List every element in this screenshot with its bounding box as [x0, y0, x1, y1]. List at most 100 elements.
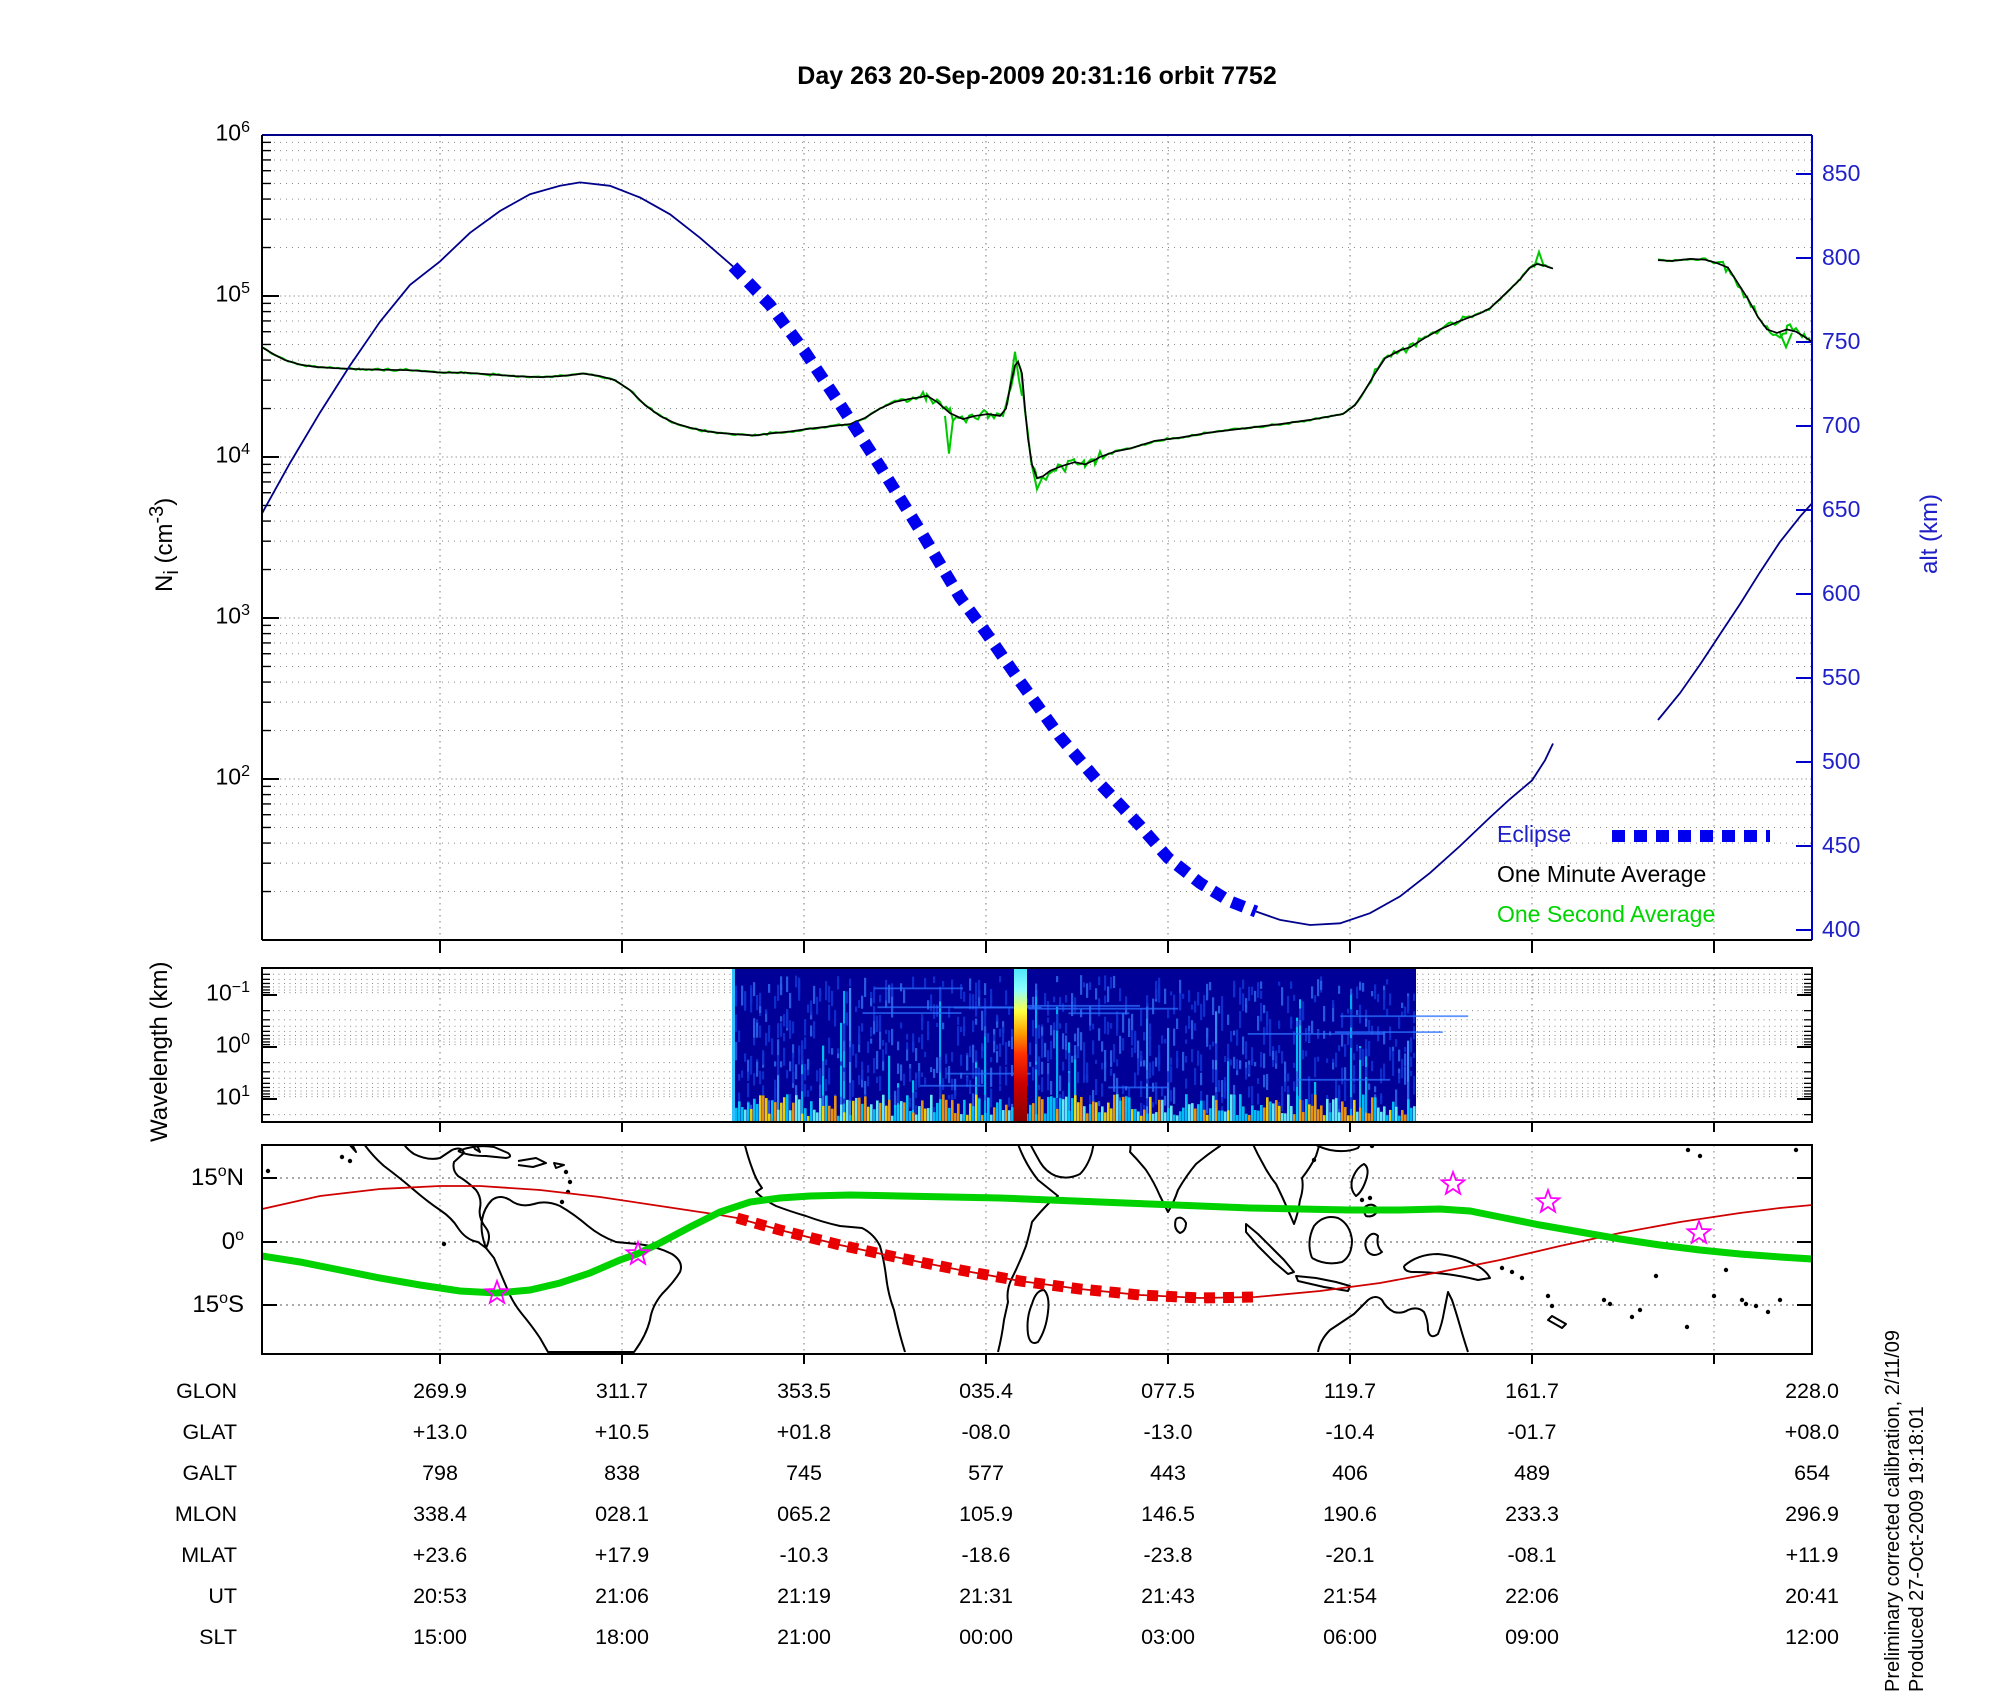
table-cell-slt-5: 06:00 [1323, 1625, 1377, 1649]
produced-annotation: Produced 27-Oct-2009 19:18:01 [1906, 1406, 1928, 1692]
table-cell-slt-6: 09:00 [1505, 1625, 1559, 1649]
map-lat-tick-15S: 15oS [192, 1290, 244, 1318]
table-cell-galt-2: 745 [786, 1461, 822, 1485]
legend-eclipse-label: Eclipse [1497, 821, 1572, 847]
table-cell-mlon-7: 296.9 [1785, 1502, 1839, 1526]
table-cell-ut-1: 21:06 [595, 1584, 649, 1608]
table-cell-glat-4: -13.0 [1143, 1420, 1193, 1444]
table-cell-mlat-6: -08.1 [1507, 1543, 1557, 1567]
table-cell-mlon-3: 105.9 [959, 1502, 1013, 1526]
table-cell-glon-7: 228.0 [1785, 1379, 1839, 1403]
table-cell-ut-4: 21:43 [1141, 1584, 1195, 1608]
table-cell-glon-0: 269.9 [413, 1379, 467, 1403]
table-cell-galt-3: 577 [968, 1461, 1004, 1485]
table-cell-ut-0: 20:53 [413, 1584, 467, 1608]
altitude-tick-400: 400 [1822, 916, 1861, 942]
calibration-annotation: Preliminary corrected calibration, 2/11/… [1882, 1329, 1904, 1692]
table-cell-mlat-4: -23.8 [1143, 1543, 1193, 1567]
figure-title: Day 263 20-Sep-2009 20:31:16 orbit 7752 [797, 62, 1277, 90]
density-axis-label-close: ) [151, 497, 178, 506]
wavelength-tick-10e-1: 10−1 [206, 979, 250, 1006]
table-row-label-glat: GLAT [182, 1420, 237, 1444]
table-cell-galt-0: 798 [422, 1461, 458, 1485]
table-cell-mlon-6: 233.3 [1505, 1502, 1559, 1526]
table-cell-ut-6: 22:06 [1505, 1584, 1559, 1608]
table-cell-galt-1: 838 [604, 1461, 640, 1485]
table-cell-ut-3: 21:31 [959, 1584, 1013, 1608]
altitude-tick-700: 700 [1822, 412, 1861, 438]
altitude-tick-600: 600 [1822, 580, 1861, 606]
table-cell-glon-2: 353.5 [777, 1379, 831, 1403]
table-row-label-ut: UT [208, 1584, 237, 1608]
density-tick-10e4: 104 [215, 441, 251, 468]
table-cell-glat-3: -08.0 [961, 1420, 1011, 1444]
density-axis-label-mid: (cm [151, 523, 178, 571]
altitude-tick-500: 500 [1822, 748, 1861, 774]
density-tick-10e5: 105 [215, 280, 251, 307]
wavelength-tick-10e0: 100 [215, 1031, 251, 1058]
table-cell-galt-4: 443 [1150, 1461, 1186, 1485]
table-cell-glon-1: 311.7 [595, 1379, 649, 1403]
table-cell-slt-0: 15:00 [413, 1625, 467, 1649]
table-cell-mlat-5: -20.1 [1325, 1543, 1375, 1567]
altitude-tick-750: 750 [1822, 328, 1861, 354]
altitude-tick-550: 550 [1822, 664, 1861, 690]
table-row-label-slt: SLT [199, 1625, 237, 1649]
table-row-label-galt: GALT [182, 1461, 237, 1485]
density-axis-label: Ni (cm-3) [146, 498, 184, 592]
table-cell-mlon-2: 065.2 [777, 1502, 831, 1526]
wavelength-tick-10e1: 101 [215, 1083, 251, 1110]
table-cell-glat-5: -10.4 [1325, 1420, 1375, 1444]
table-cell-mlat-3: -18.6 [961, 1543, 1011, 1567]
table-cell-ut-5: 21:54 [1323, 1584, 1377, 1608]
altitude-tick-800: 800 [1822, 244, 1861, 270]
table-cell-mlat-0: +23.6 [412, 1543, 468, 1567]
table-cell-glat-7: +08.0 [1784, 1420, 1840, 1444]
table-cell-glat-1: +10.5 [594, 1420, 650, 1444]
table-cell-galt-6: 489 [1514, 1461, 1550, 1485]
altitude-axis-label: alt (km) [1916, 494, 1943, 574]
map-lat-tick-15N: 15oN [191, 1163, 244, 1191]
table-cell-galt-5: 406 [1332, 1461, 1368, 1485]
table-cell-ut-2: 21:19 [777, 1584, 831, 1608]
table-cell-glon-5: 119.7 [1323, 1379, 1377, 1403]
altitude-tick-650: 650 [1822, 496, 1861, 522]
table-cell-mlat-7: +11.9 [1785, 1543, 1839, 1567]
table-cell-ut-7: 20:41 [1785, 1584, 1839, 1608]
legend-one-minute-label: One Minute Average [1497, 861, 1707, 887]
density-axis-label-sub: i [160, 570, 183, 575]
table-cell-slt-3: 00:00 [959, 1625, 1013, 1649]
table-row-label-glon: GLON [176, 1379, 237, 1403]
wavelength-axis-label: Wavelength (km) [146, 961, 173, 1143]
table-cell-mlon-1: 028.1 [595, 1502, 649, 1526]
density-axis-label-base: N [151, 574, 178, 592]
table-cell-slt-1: 18:00 [595, 1625, 649, 1649]
table-row-label-mlon: MLON [174, 1502, 237, 1526]
table-cell-glat-2: +01.8 [776, 1420, 832, 1444]
table-cell-glon-3: 035.4 [959, 1379, 1013, 1403]
table-cell-slt-7: 12:00 [1785, 1625, 1839, 1649]
table-row-label-mlat: MLAT [181, 1543, 237, 1567]
altitude-tick-450: 450 [1822, 832, 1861, 858]
map-lat-tick-0: 0o [221, 1227, 244, 1255]
table-cell-glat-0: +13.0 [412, 1420, 468, 1444]
table-cell-glon-6: 161.7 [1505, 1379, 1559, 1403]
table-cell-mlat-2: -10.3 [779, 1543, 829, 1567]
density-tick-10e2: 102 [215, 763, 251, 790]
density-tick-10e3: 103 [215, 602, 251, 629]
table-cell-mlon-4: 146.5 [1141, 1502, 1195, 1526]
table-cell-slt-2: 21:00 [777, 1625, 831, 1649]
table-cell-glon-4: 077.5 [1141, 1379, 1195, 1403]
density-tick-10e6: 106 [215, 119, 251, 146]
table-cell-galt-7: 654 [1794, 1461, 1830, 1485]
density-axis-label-sup: -3 [146, 505, 168, 524]
table-cell-slt-4: 03:00 [1141, 1625, 1195, 1649]
table-cell-glat-6: -01.7 [1507, 1420, 1557, 1444]
table-cell-mlon-5: 190.6 [1323, 1502, 1377, 1526]
table-cell-mlat-1: +17.9 [594, 1543, 650, 1567]
table-cell-mlon-0: 338.4 [413, 1502, 467, 1526]
altitude-tick-850: 850 [1822, 160, 1861, 186]
legend-one-second-label: One Second Average [1497, 901, 1716, 927]
